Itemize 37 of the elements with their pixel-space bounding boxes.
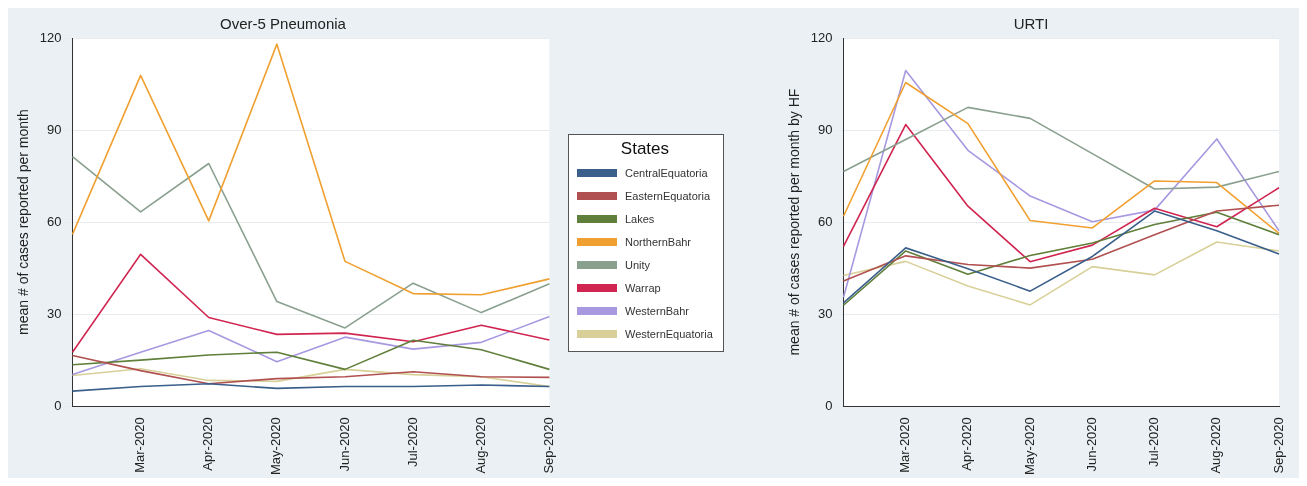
- y-tick-label: 120: [39, 29, 62, 45]
- x-tick-label: Sep-2020: [1270, 417, 1286, 474]
- y-tick-label: 60: [47, 213, 62, 229]
- x-tick-label: May-2020: [1021, 417, 1037, 475]
- legend-label: EasternEquatoria: [625, 189, 710, 202]
- y-tick-label: 30: [818, 305, 833, 321]
- x-tick-label: Mar-2020: [897, 417, 913, 473]
- legend-label: Lakes: [625, 212, 655, 225]
- y-axis-title: mean # of cases reported per month: [15, 109, 32, 335]
- legend-label: WesternBahr: [625, 304, 689, 317]
- x-tick-label: Aug-2020: [472, 417, 488, 474]
- legend-label: Warrap: [625, 281, 661, 294]
- x-tick-label: Jun-2020: [1083, 417, 1099, 472]
- legend-label: CentralEquatoria: [625, 166, 708, 179]
- x-tick-label: Sep-2020: [540, 417, 556, 474]
- x-tick-label: Jul-2020: [404, 417, 420, 468]
- x-tick-label: Jul-2020: [1146, 417, 1162, 468]
- y-tick-label: 60: [818, 213, 833, 229]
- chart-title: URTI: [1013, 15, 1049, 33]
- x-tick-label: Mar-2020: [132, 417, 148, 473]
- y-tick-label: 0: [825, 397, 833, 413]
- y-tick-label: 30: [47, 305, 62, 321]
- x-tick-label: Apr-2020: [959, 417, 975, 471]
- x-tick-label: Aug-2020: [1208, 417, 1224, 474]
- legend-label: WesternEquatoria: [625, 327, 713, 340]
- x-tick-label: Jun-2020: [336, 417, 352, 472]
- y-tick-label: 120: [810, 29, 833, 45]
- legend-label: NorthernBahr: [625, 235, 692, 248]
- x-tick-label: May-2020: [268, 417, 284, 475]
- legend-label: Unity: [625, 258, 651, 271]
- y-tick-label: 0: [54, 397, 62, 413]
- y-tick-label: 90: [818, 121, 833, 137]
- y-axis-title: mean # of cases reported per month by HF: [786, 88, 803, 356]
- chart-title: Over-5 Pneumonia: [220, 15, 347, 33]
- legend-title: States: [619, 139, 671, 159]
- y-tick-label: 90: [47, 121, 62, 137]
- x-tick-label: Apr-2020: [200, 417, 216, 471]
